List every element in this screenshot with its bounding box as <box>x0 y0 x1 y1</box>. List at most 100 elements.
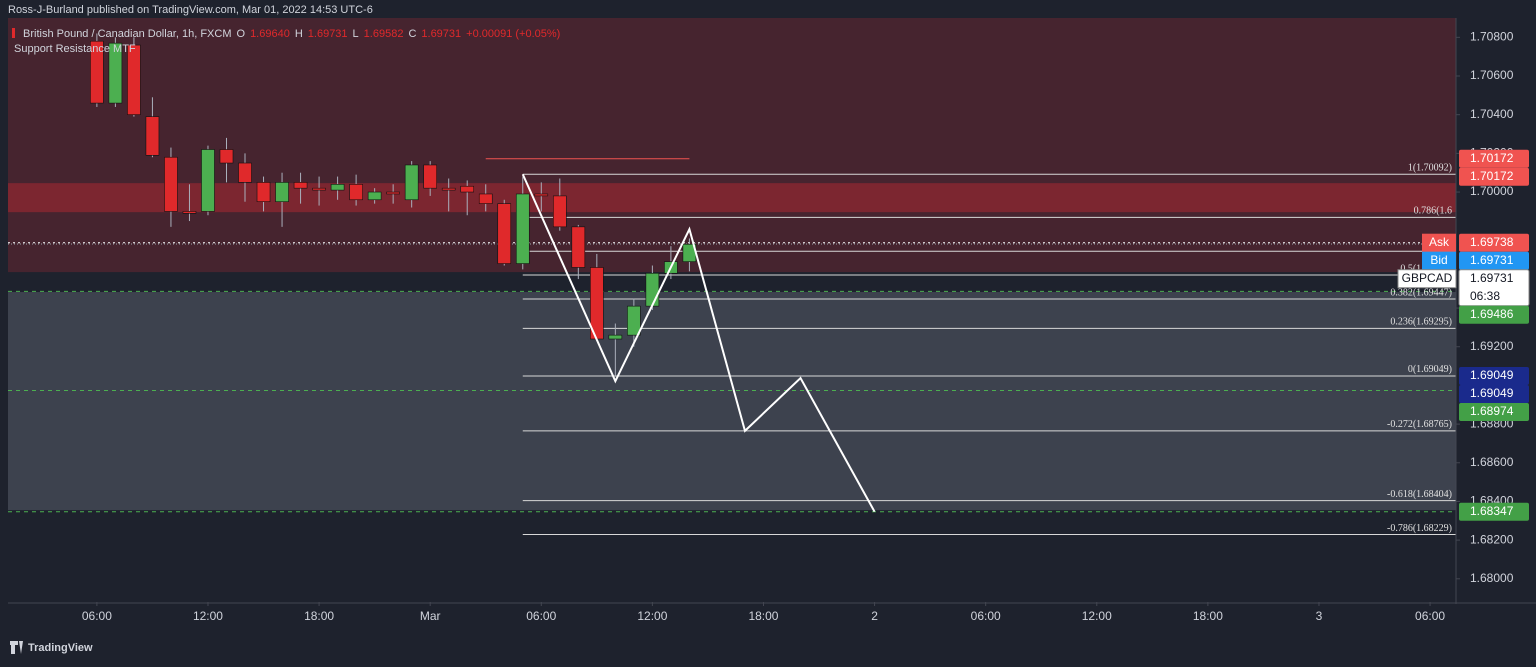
price-badge-countdown: 06:38 <box>1470 289 1500 303</box>
price-badge-value: 1.69731 <box>1470 253 1514 267</box>
legend-item: 1.69731 <box>308 28 348 40</box>
x-tick-label: 18:00 <box>304 609 334 623</box>
price-badge-value: 1.69049 <box>1470 368 1514 382</box>
sr-zone <box>8 18 1456 273</box>
fib-label: -0.618(1.68404) <box>1387 489 1452 500</box>
candle-body <box>552 195 567 228</box>
ohlc-legend: British Pound / Canadian Dollar, 1h, FXC… <box>23 28 560 40</box>
candle-body <box>534 193 549 197</box>
candle-body <box>219 149 234 164</box>
price-badge <box>1459 233 1529 252</box>
candle-body <box>627 305 641 336</box>
legend-item: L <box>353 28 359 40</box>
legend-text: British Pound / Canadian Dollar, 1h, FXC… <box>23 28 560 40</box>
price-badge-value: 1.69049 <box>1470 386 1514 400</box>
y-tick-label: 1.70600 <box>1470 68 1514 82</box>
candle-body <box>256 182 271 203</box>
brand: TradingView <box>28 642 93 654</box>
price-badge <box>1459 402 1529 421</box>
price-tag <box>1397 269 1457 289</box>
fib-label: 1(1.70092) <box>1408 163 1452 174</box>
x-tick-label: 18:00 <box>1193 609 1223 623</box>
legend-marker <box>12 28 15 38</box>
legend-item: C <box>408 28 416 40</box>
price-tag-label: Ask <box>1429 235 1450 249</box>
indicator-name: Support Resistance MTF <box>14 43 136 55</box>
x-tick-label: Mar <box>420 609 441 623</box>
candle-body <box>515 193 530 264</box>
candle-body <box>386 191 400 195</box>
x-tick-label: 18:00 <box>748 609 778 623</box>
price-badge-value: 1.69731 <box>1470 271 1514 285</box>
y-tick-label: 1.68600 <box>1470 455 1514 469</box>
top-bar <box>0 0 1536 18</box>
logo <box>10 641 23 654</box>
price-badge <box>1459 167 1529 186</box>
candle-body <box>127 44 141 115</box>
pattern-drawing <box>521 173 876 513</box>
price-badge <box>1459 305 1529 324</box>
x-tick-label: 06:00 <box>1415 609 1445 623</box>
y-tick-label: 1.70000 <box>1470 184 1514 198</box>
price-badge-value: 1.70172 <box>1470 151 1514 165</box>
x-tick-label: 06:00 <box>971 609 1001 623</box>
candle-body <box>349 184 363 201</box>
y-tick-label: 1.68000 <box>1470 571 1514 585</box>
price-tag-label: Bid <box>1430 253 1447 267</box>
legend-item: O <box>237 28 246 40</box>
candle-body <box>275 182 289 203</box>
x-tick-label: 2 <box>871 609 878 623</box>
price-badge-value: 1.68347 <box>1470 504 1514 518</box>
candle-body <box>441 187 456 191</box>
candle-body <box>90 40 104 104</box>
price-badge-value: 1.70172 <box>1470 169 1514 183</box>
candle-body <box>478 193 493 204</box>
candle-body <box>330 184 345 191</box>
candle-body <box>497 203 512 264</box>
y-tick-label: 1.70800 <box>1470 30 1514 44</box>
legend-item: 1.69640 <box>250 28 290 40</box>
candle-body <box>145 116 160 156</box>
legend-item: +0.00091 (+0.05%) <box>466 28 560 40</box>
price-axis-bg <box>1456 18 1536 638</box>
fib-label: 0.382(1.69447) <box>1390 287 1452 298</box>
sr-zone <box>8 292 1456 511</box>
legend-item: 1.69582 <box>364 28 404 40</box>
price-badge <box>1459 251 1529 270</box>
candle-body <box>312 187 326 191</box>
legend-item: 1.69731 <box>421 28 461 40</box>
price-tag <box>1422 233 1456 252</box>
y-tick-label: 1.69200 <box>1470 339 1514 353</box>
candle-body <box>645 272 660 307</box>
legend-item: H <box>295 28 303 40</box>
price-badge-value: 1.68974 <box>1470 404 1514 418</box>
price-badge-value: 1.69738 <box>1470 235 1514 249</box>
sr-zone <box>8 183 1456 213</box>
fib-label: -0.786(1.68229) <box>1387 523 1452 534</box>
fib-label: 0.786(1.6 <box>1414 206 1452 217</box>
plot-area: 1(1.70092)0.786(1.60.60.5(1.69571)0.382(… <box>8 18 1456 536</box>
candle-body <box>423 164 437 189</box>
x-tick-label: 12:00 <box>1082 609 1112 623</box>
candle-body <box>201 149 215 212</box>
x-tick-label: 06:00 <box>82 609 112 623</box>
x-tick-label: 06:00 <box>526 609 556 623</box>
footer-bar <box>0 638 1536 662</box>
candle-body <box>108 42 123 104</box>
price-badge <box>1459 384 1529 403</box>
price-tag-label: GBPCAD <box>1402 271 1453 285</box>
candle-body <box>460 185 475 193</box>
price-badge <box>1459 149 1529 168</box>
fib-label: 0(1.69049) <box>1408 364 1452 375</box>
candle-body <box>238 162 252 183</box>
candle-body <box>182 211 197 214</box>
fib-label: -0.272(1.68765) <box>1387 419 1452 430</box>
candle-body <box>293 182 308 189</box>
x-tick-label: 12:00 <box>193 609 223 623</box>
price-badge <box>1459 502 1529 521</box>
price-tag <box>1422 251 1456 270</box>
candle-body <box>164 156 178 212</box>
candle-body <box>404 164 419 201</box>
